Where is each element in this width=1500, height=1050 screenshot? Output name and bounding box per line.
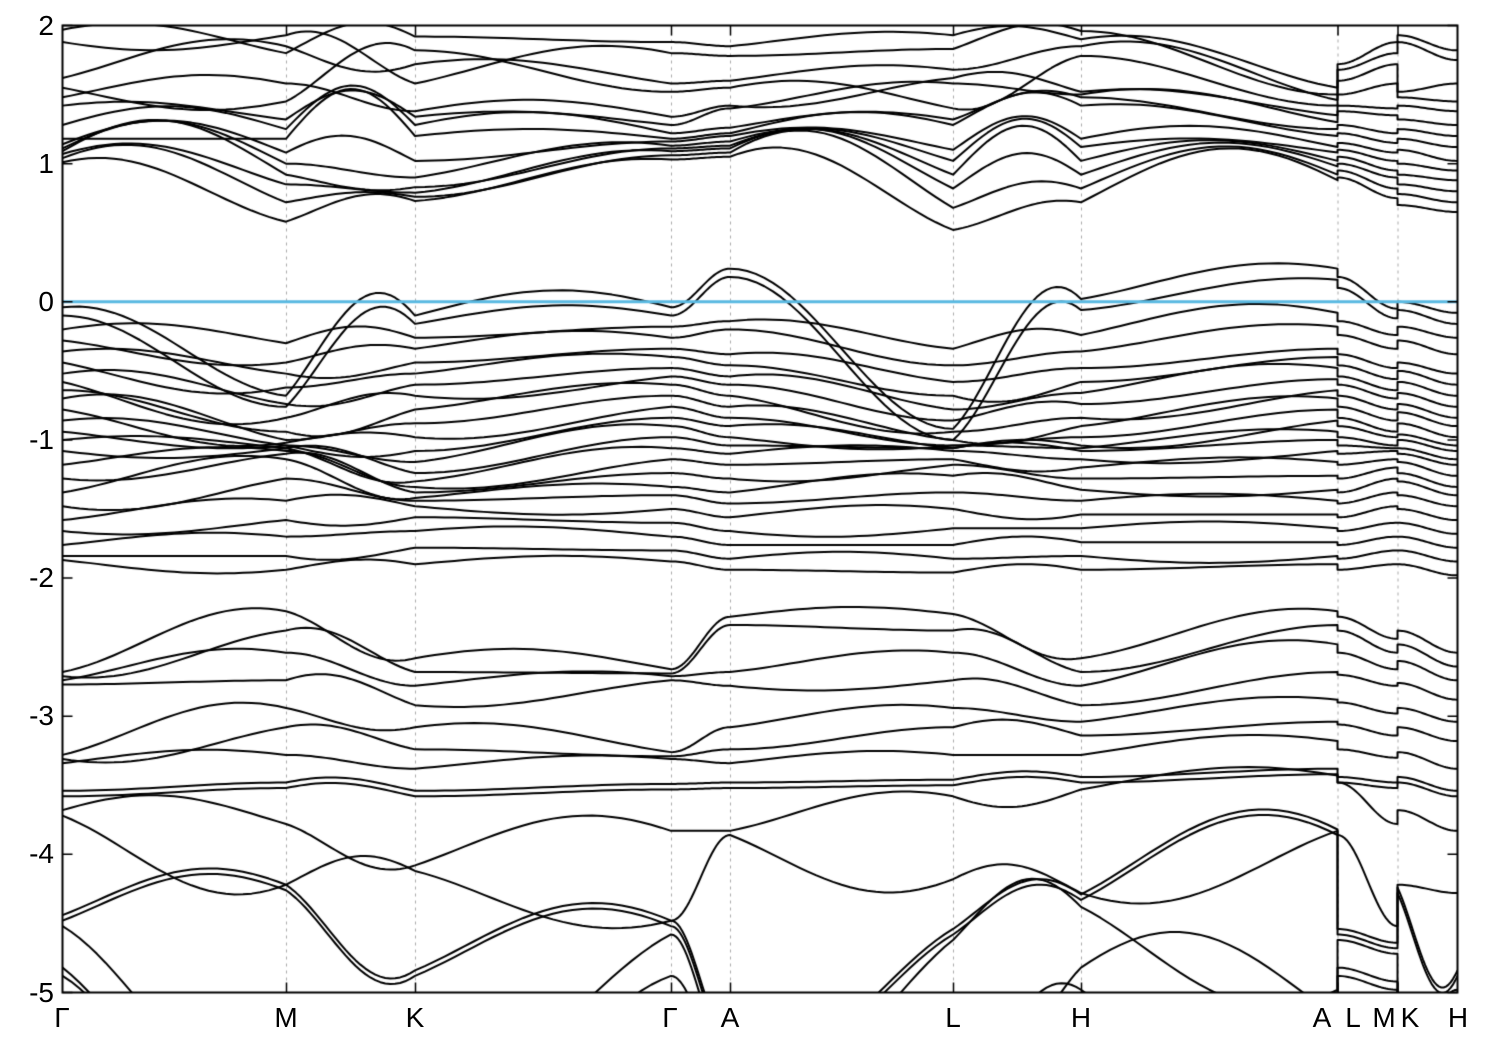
x-tick-label-a: A <box>720 1002 740 1033</box>
y-tick-label: -4 <box>29 838 54 870</box>
x-tick-label-k: K <box>405 1002 425 1033</box>
y-tick-label: 1 <box>38 147 54 179</box>
y-tick-label: 0 <box>38 285 54 317</box>
y-tick-label: -2 <box>29 562 54 594</box>
x-tick-label-a: A <box>1312 1002 1332 1033</box>
y-tick-label: 2 <box>38 9 54 41</box>
x-tick-label-h: H <box>1070 1002 1092 1033</box>
y-tick-label: -3 <box>29 700 54 732</box>
x-tick-label-l: L <box>945 1002 961 1033</box>
x-tick-label-m: M <box>1372 1002 1396 1033</box>
x-tick-label-h: H <box>1447 1002 1469 1033</box>
x-tick-label-k: K <box>1400 1002 1420 1033</box>
y-tick-label: -5 <box>29 976 54 1008</box>
x-tick-label-gamma: Γ <box>54 1002 70 1033</box>
x-tick-label-l: L <box>1345 1002 1361 1033</box>
x-tick-label-m: M <box>274 1002 298 1033</box>
x-tick-label-gamma: Γ <box>662 1002 678 1033</box>
y-tick-label: -1 <box>29 423 54 455</box>
